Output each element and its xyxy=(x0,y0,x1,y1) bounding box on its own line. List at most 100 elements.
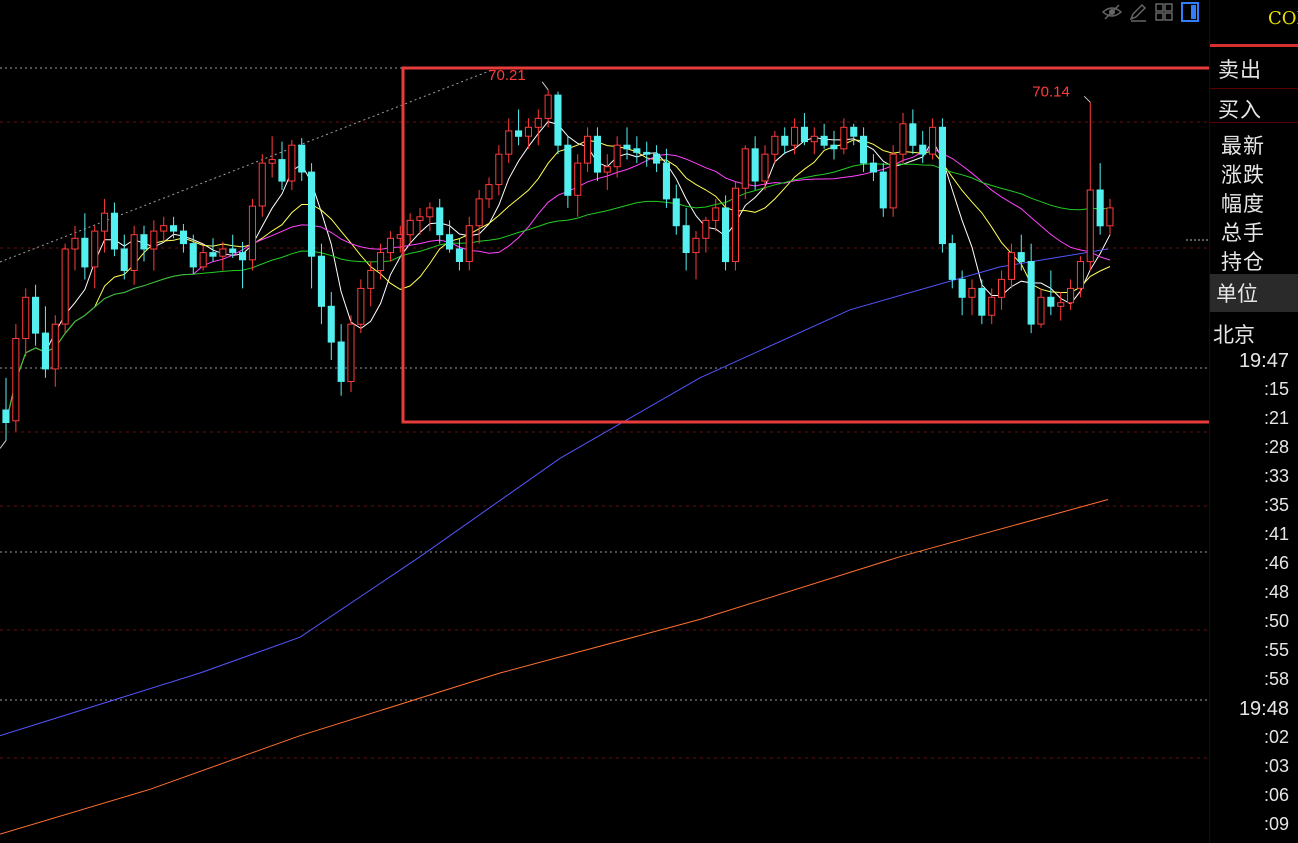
candle-body xyxy=(199,252,207,268)
highlight-box xyxy=(401,66,1209,424)
candle-body xyxy=(446,234,454,250)
candle-body xyxy=(347,323,355,383)
candle-body xyxy=(426,207,434,218)
ma60-line xyxy=(5,163,1110,423)
change-label: 涨跌 xyxy=(1221,163,1265,187)
buy-label: 买入 xyxy=(1218,98,1262,122)
candle-body xyxy=(544,94,552,119)
candle-body xyxy=(1027,261,1035,325)
grid-icon[interactable] xyxy=(1154,2,1174,22)
time-label: :35 xyxy=(1263,495,1289,515)
candle-body xyxy=(751,148,759,182)
candle-body xyxy=(22,296,30,339)
divider xyxy=(1210,88,1298,89)
candle-body xyxy=(32,296,40,334)
candle-body xyxy=(741,148,749,189)
candle-body xyxy=(406,219,414,236)
candle-body xyxy=(110,212,119,250)
candle-body xyxy=(160,225,168,232)
candle-body xyxy=(643,151,651,155)
candle-body xyxy=(830,144,838,150)
candle-body xyxy=(702,219,710,239)
candle-body xyxy=(495,153,503,186)
candle-body xyxy=(998,278,1006,298)
candle-body xyxy=(731,187,740,263)
candle-body xyxy=(712,207,720,221)
last-price-label: 最新 xyxy=(1221,134,1265,158)
candle-body xyxy=(869,162,878,173)
candle-body xyxy=(948,243,956,280)
time-label: :33 xyxy=(1263,466,1289,486)
candle-body xyxy=(988,296,996,316)
candle-body xyxy=(505,130,513,155)
divider xyxy=(1210,122,1298,123)
ma120-line xyxy=(0,248,1109,737)
candle-body xyxy=(465,225,473,262)
candle-body xyxy=(810,135,818,143)
candle-body xyxy=(120,248,128,271)
candle-body xyxy=(929,126,937,155)
candle-body xyxy=(239,252,247,261)
time-label: :48 xyxy=(1263,582,1289,602)
candle-body xyxy=(91,230,99,268)
candle-body xyxy=(603,166,611,173)
contract-code[interactable]: CON xyxy=(1268,8,1298,29)
candle-body xyxy=(327,305,335,343)
time-label: :58 xyxy=(1263,669,1289,689)
open-interest-label: 持仓 xyxy=(1221,250,1265,274)
candle-body xyxy=(633,148,641,153)
time-label: :41 xyxy=(1263,524,1289,544)
candle-body xyxy=(860,135,868,164)
candle-body xyxy=(1086,189,1094,263)
sell-label: 卖出 xyxy=(1218,58,1262,82)
candle-body xyxy=(61,248,69,325)
candle-body xyxy=(1096,189,1104,227)
candle-body xyxy=(662,162,671,200)
candle-body xyxy=(357,287,365,325)
candle-body xyxy=(524,126,533,137)
candle-body xyxy=(41,332,50,370)
high2-price-label: 70.14 xyxy=(1032,83,1070,100)
high2-pointer xyxy=(1083,95,1091,103)
candle-body xyxy=(278,159,286,182)
candle-body xyxy=(850,126,858,137)
high-pointer xyxy=(541,81,549,91)
candle-body xyxy=(308,171,316,257)
pencil-icon[interactable] xyxy=(1128,2,1148,22)
candle-body xyxy=(1076,261,1085,289)
candle-body xyxy=(800,126,809,143)
candle-body xyxy=(288,144,296,182)
candle-body xyxy=(761,153,769,182)
candle-body xyxy=(485,184,493,200)
candle-body xyxy=(771,135,779,155)
candle-body xyxy=(840,126,848,150)
contract-header: CON xyxy=(1210,0,1298,47)
time-label: :02 xyxy=(1263,727,1289,747)
candle-body xyxy=(81,237,89,268)
candle-body xyxy=(189,243,197,268)
candle-body xyxy=(150,230,158,250)
time-label: :06 xyxy=(1263,785,1289,805)
candle-body xyxy=(534,117,542,128)
candle-body xyxy=(219,248,227,257)
unit-row[interactable]: 单位 xyxy=(1210,274,1298,312)
candle-body xyxy=(623,144,631,150)
low-pointer xyxy=(0,440,7,449)
trend-line xyxy=(0,67,498,263)
candle-body xyxy=(298,144,306,173)
quote-side-panel: CON 卖出 买入 最新 涨跌 幅度 总手 持仓 单位 北京 19:47:15:… xyxy=(1209,0,1298,843)
eye-icon[interactable] xyxy=(1102,2,1122,22)
candle-body xyxy=(682,225,690,253)
window-icon[interactable] xyxy=(1180,2,1200,22)
city-label: 北京 xyxy=(1213,323,1255,347)
candle-body xyxy=(672,198,680,227)
candle-body xyxy=(455,248,463,262)
candle-body xyxy=(564,144,572,196)
candle-body xyxy=(968,287,976,298)
unit-label: 单位 xyxy=(1216,282,1258,306)
candle-body xyxy=(909,123,917,146)
candle-body xyxy=(1047,296,1055,307)
time-label: :15 xyxy=(1263,379,1289,399)
